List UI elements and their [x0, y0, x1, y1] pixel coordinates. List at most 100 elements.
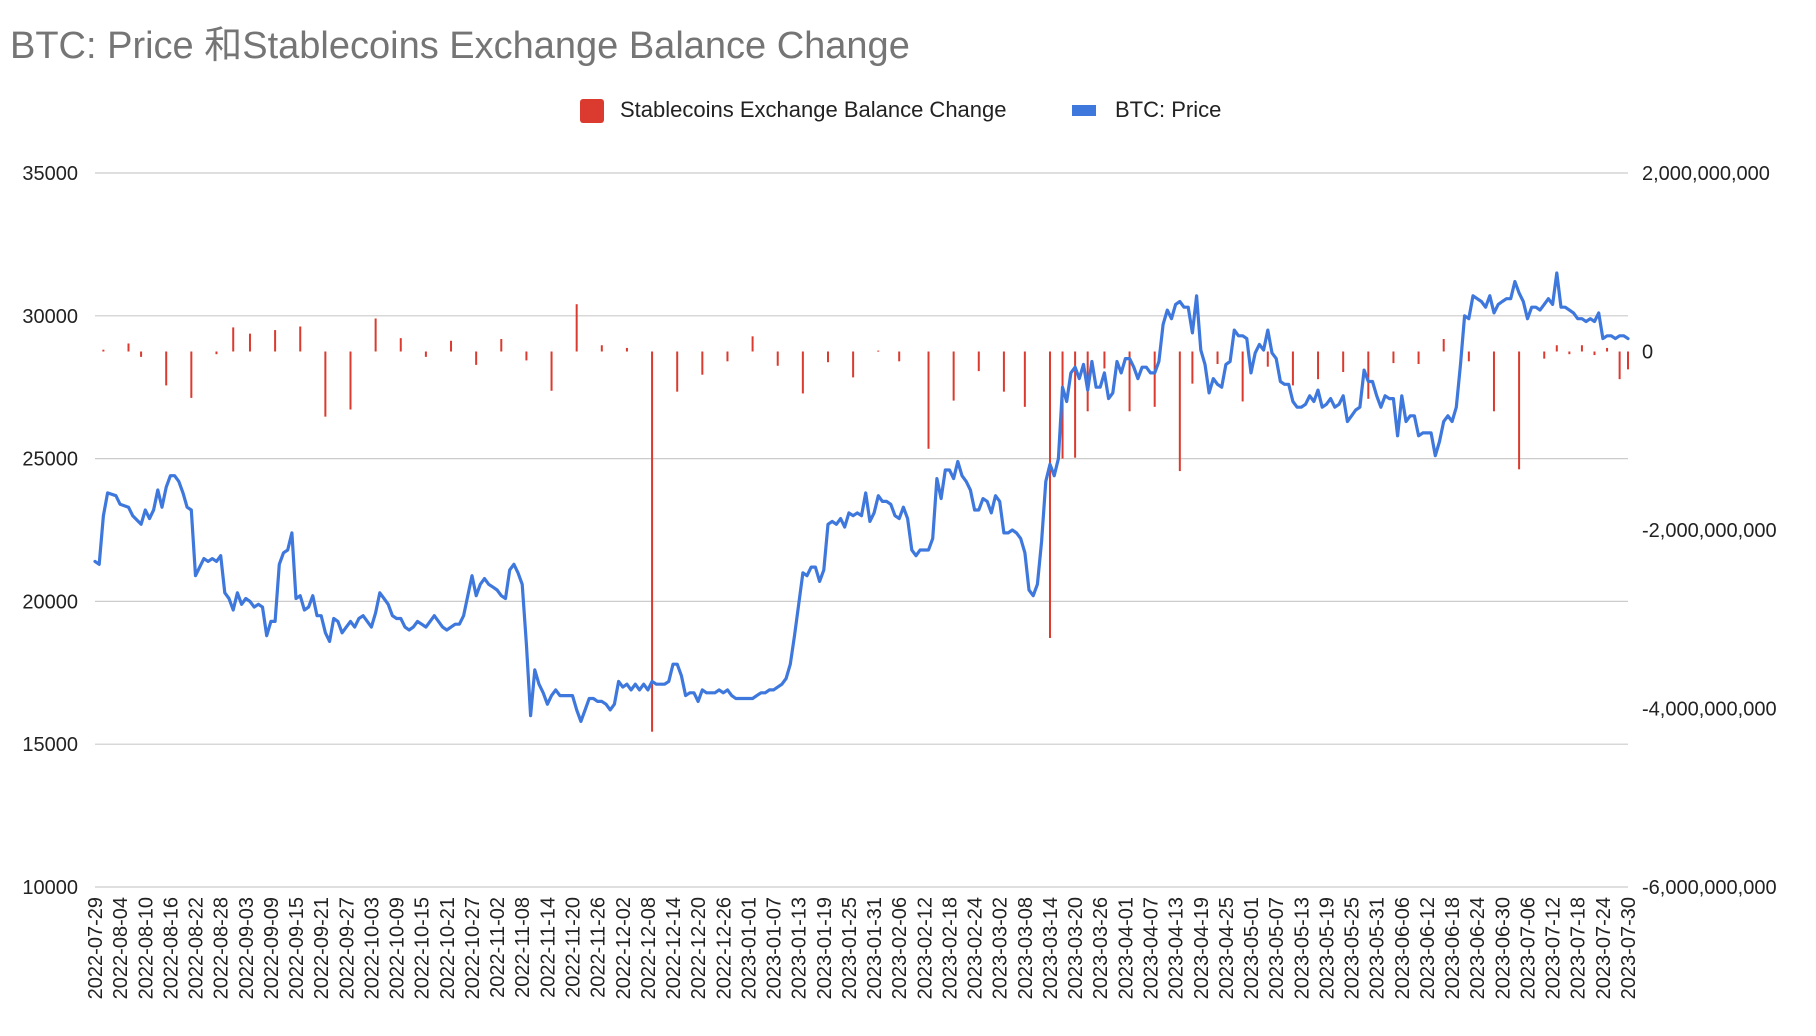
bar-mark: [1593, 351, 1596, 356]
x-tick-label: 2022-12-26: [713, 897, 735, 999]
bar-mark: [1627, 351, 1629, 370]
x-tick-label: 2023-04-19: [1191, 897, 1213, 999]
y-right-tick-label: -2,000,000,000: [1642, 520, 1777, 542]
x-tick-label: 2023-06-30: [1492, 897, 1514, 999]
x-tick-label: 2022-09-03: [236, 897, 258, 999]
bar-mark: [1555, 345, 1558, 352]
x-tick-label: 2022-11-08: [512, 897, 534, 998]
chart-title: BTC: Price 和Stablecoins Exchange Balance…: [10, 25, 910, 67]
bar-mark: [1342, 351, 1345, 373]
x-tick-label: 2023-03-02: [990, 897, 1012, 999]
bar-mark: [898, 351, 901, 362]
bar-mark: [1317, 351, 1320, 380]
bar-mark: [952, 351, 955, 401]
bar-mark: [248, 333, 251, 352]
bar-mark: [801, 351, 804, 394]
legend-label-line: BTC: Price: [1115, 97, 1221, 122]
y-left-tick-label: 30000: [22, 306, 78, 328]
bar-mark: [1178, 351, 1181, 472]
bar-mark: [232, 327, 235, 352]
bar-mark: [1266, 351, 1269, 367]
y-right-tick-label: -6,000,000,000: [1642, 877, 1777, 899]
y-right-tick-label: -4,000,000,000: [1642, 699, 1777, 721]
x-tick-label: 2023-02-12: [914, 897, 936, 999]
x-tick-label: 2022-12-14: [663, 897, 685, 999]
bar-mark: [1002, 351, 1005, 392]
bar-mark: [127, 343, 130, 352]
x-tick-label: 2023-05-19: [1316, 897, 1338, 999]
bar-mark: [324, 351, 327, 417]
bar-mark: [927, 351, 930, 449]
bar-mark: [299, 326, 302, 352]
x-tick-label: 2022-11-02: [487, 897, 509, 998]
x-tick-label: 2022-08-10: [135, 897, 157, 999]
x-tick-label: 2022-08-16: [160, 897, 182, 999]
bar-mark: [450, 340, 453, 352]
x-tick-label: 2022-10-03: [361, 897, 383, 999]
x-tick-label: 2022-12-08: [638, 897, 660, 999]
x-tick-label: 2023-01-07: [764, 897, 786, 999]
x-tick-label: 2022-08-28: [211, 897, 233, 999]
x-tick-label: 2022-10-27: [462, 897, 484, 999]
bar-mark: [550, 351, 553, 391]
x-tick-label: 2023-03-20: [1065, 897, 1087, 999]
bar-mark: [776, 351, 779, 366]
x-tick-label: 2023-01-31: [864, 897, 886, 999]
y-left-tick-label: 20000: [22, 591, 78, 613]
y-right-tick-label: 2,000,000,000: [1642, 163, 1770, 185]
bar-mark: [1568, 351, 1571, 355]
x-tick-label: 2022-08-22: [186, 897, 208, 999]
x-tick-label: 2022-12-02: [613, 897, 635, 999]
y-left-tick-label: 10000: [22, 877, 78, 899]
bar-mark: [374, 318, 377, 352]
bar-mark: [1618, 351, 1621, 380]
x-tick-label: 2023-03-08: [1015, 897, 1037, 999]
bar-mark: [600, 345, 603, 352]
x-tick-label: 2023-01-19: [814, 897, 836, 999]
bar-mark: [274, 330, 277, 352]
x-tick-label: 2023-03-26: [1090, 897, 1112, 999]
x-tick-label: 2023-02-24: [965, 897, 987, 999]
bar-mark: [1580, 345, 1583, 352]
x-tick-label: 2022-11-20: [563, 897, 585, 998]
bar-mark: [826, 351, 829, 363]
bar-mark: [852, 351, 855, 378]
bar-mark: [701, 351, 704, 375]
x-tick-label: 2023-05-07: [1266, 897, 1288, 999]
x-tick-label: 2023-05-31: [1367, 897, 1389, 999]
x-tick-label: 2022-09-15: [286, 897, 308, 999]
bar-mark: [877, 350, 880, 352]
x-tick-label: 2023-06-06: [1392, 897, 1414, 999]
bar-mark: [475, 351, 478, 365]
bar-mark: [525, 351, 528, 361]
bar-mark: [1606, 347, 1609, 352]
y-left-tick-label: 25000: [22, 449, 78, 471]
legend-swatch-bar: [580, 99, 604, 123]
bar-mark: [1103, 351, 1106, 369]
bar-mark: [726, 351, 729, 362]
bar-mark: [1492, 351, 1495, 412]
bar-mark: [1191, 351, 1194, 384]
bar-mark: [1367, 351, 1370, 399]
bar-mark: [1241, 351, 1244, 402]
bar-mark: [1442, 339, 1445, 352]
x-tick-label: 2023-06-18: [1442, 897, 1464, 999]
bar-mark: [1543, 351, 1546, 359]
bar-mark: [751, 336, 754, 352]
x-tick-label: 2022-10-09: [387, 897, 409, 999]
bar-mark: [625, 347, 628, 352]
bar-mark: [349, 351, 352, 410]
bar-mark: [1518, 351, 1521, 470]
btc-price-line: [93, 271, 1630, 723]
x-tick-label: 2022-09-27: [336, 897, 358, 999]
bar-mark: [190, 351, 193, 398]
x-tick-label: 2023-04-01: [1115, 897, 1137, 999]
x-tick-label: 2022-09-21: [311, 897, 333, 999]
bar-mark: [215, 351, 218, 355]
legend-swatch-line: [1072, 105, 1096, 116]
bar-mark: [1216, 351, 1219, 364]
legend-label-bar: Stablecoins Exchange Balance Change: [620, 97, 1007, 122]
bar-mark: [1128, 351, 1131, 412]
x-tick-label: 2023-07-12: [1543, 897, 1565, 999]
bar-mark: [1048, 351, 1051, 638]
